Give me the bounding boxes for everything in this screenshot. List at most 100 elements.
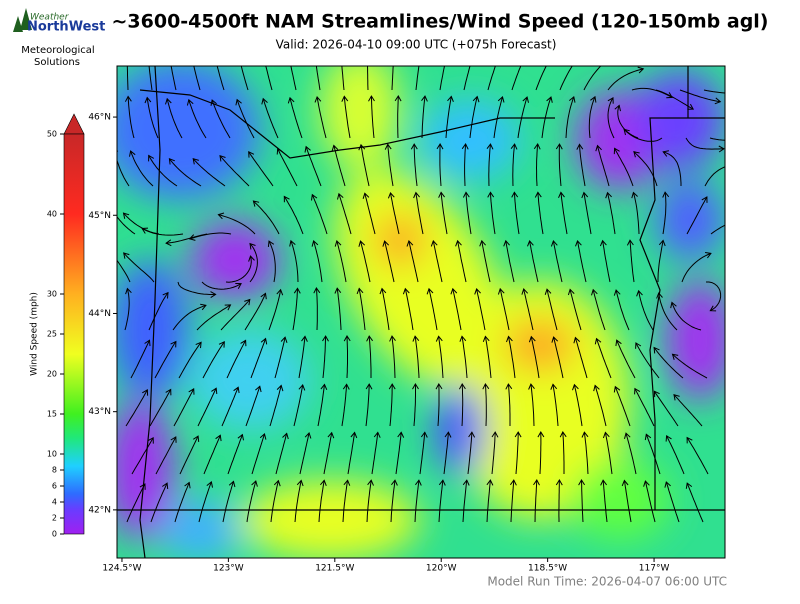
streamline: [253, 200, 280, 235]
streamline: [316, 96, 327, 139]
streamline: [546, 289, 558, 331]
streamline: [141, 228, 184, 236]
streamline: [529, 240, 539, 283]
streamline-arrow: [511, 191, 519, 198]
streamline-arrow: [406, 240, 414, 247]
streamline: [617, 105, 639, 139]
streamline-arrow: [228, 480, 236, 488]
streamline-arrow: [637, 66, 645, 74]
streamline-arrow: [144, 96, 152, 104]
streamline: [299, 432, 310, 475]
streamline-arrow: [701, 196, 708, 203]
streamline-arrow: [410, 143, 418, 150]
streamline: [290, 240, 299, 283]
streamline-arrow: [714, 97, 722, 105]
streamline-arrow: [559, 431, 567, 438]
streamline: [704, 166, 725, 187]
streamline-arrow: [636, 289, 643, 297]
streamline-arrow: [342, 383, 350, 390]
streamline-arrow: [415, 479, 422, 486]
streamline-arrow: [631, 191, 638, 199]
streamline-arrow: [240, 339, 247, 347]
streamline-arrow: [261, 97, 268, 105]
streamline: [322, 336, 327, 379]
streamline-arrow: [320, 479, 327, 486]
streamline-arrow: [215, 434, 222, 442]
streamline: [562, 431, 565, 474]
streamline-arrow: [626, 239, 634, 246]
streamline: [530, 336, 540, 379]
streamline-arrow: [125, 287, 132, 295]
streamline: [268, 289, 282, 331]
streamline-arrow: [599, 239, 607, 247]
streamline-arrow: [252, 200, 260, 207]
streamline: [686, 437, 709, 475]
streamline: [481, 240, 491, 283]
streamline: [515, 432, 519, 475]
streamline: [408, 240, 419, 283]
logo-caption: Solutions: [34, 57, 80, 68]
streamline: [632, 192, 640, 235]
streamline: [150, 482, 168, 523]
subtitle: Valid: 2026-04-10 09:00 UTC (+075h Forec…: [276, 38, 557, 52]
streamline: [461, 336, 468, 379]
streamline: [508, 336, 516, 379]
streamline-arrow: [343, 335, 351, 342]
streamline-arrow: [487, 191, 495, 198]
streamline: [216, 66, 225, 91]
streamline: [484, 336, 492, 379]
y-tick-label: 45°N: [88, 211, 111, 221]
streamline-arrow: [624, 432, 631, 440]
streamline-arrow: [394, 95, 402, 102]
streamline: [594, 385, 607, 427]
streamline: [366, 480, 372, 523]
streamline-arrow: [575, 54, 580, 60]
streamline: [222, 481, 234, 523]
streamline-arrow: [438, 479, 446, 486]
streamline-arrow: [595, 144, 602, 152]
streamline-arrow: [311, 193, 318, 201]
streamline: [390, 192, 400, 235]
streamline: [346, 335, 348, 379]
streamline-arrow: [192, 157, 199, 165]
colorbar: [63, 133, 85, 535]
streamline-arrow: [673, 393, 680, 401]
streamline: [573, 384, 583, 427]
streamline: [560, 192, 568, 235]
streamline: [488, 144, 491, 187]
map: [117, 54, 725, 558]
title: ~3600-4500ft NAM Streamlines/Wind Speed …: [112, 11, 769, 33]
streamline-arrow: [331, 144, 339, 152]
streamline-arrow: [122, 212, 130, 219]
streamline-arrow: [537, 431, 545, 438]
streamline-arrow: [148, 154, 155, 162]
streamline: [415, 192, 424, 235]
streamline: [244, 293, 266, 331]
streamline-arrow: [514, 431, 522, 438]
streamline-arrow: [576, 143, 584, 150]
streamline-arrow: [379, 287, 387, 295]
streamline: [565, 96, 575, 139]
streamline-arrow: [259, 432, 267, 440]
streamline: [465, 192, 472, 235]
streamline: [336, 240, 347, 283]
streamline-arrow: [233, 386, 240, 394]
streamline: [553, 336, 564, 379]
streamline: [265, 66, 273, 91]
streamline: [384, 240, 395, 283]
streamline-arrow: [358, 240, 366, 247]
streamline-arrow: [389, 335, 396, 342]
streamline-arrow: [686, 436, 693, 444]
streamline-arrow: [593, 384, 600, 392]
streamline: [428, 288, 438, 331]
streamline-arrow: [162, 291, 169, 299]
streamline: [149, 389, 172, 427]
streamline: [635, 342, 660, 379]
streamline-arrow: [293, 287, 301, 294]
streamline-arrow: [505, 383, 513, 390]
streamline-arrow: [455, 239, 462, 247]
streamline-arrow: [334, 240, 342, 247]
streamline-arrow: [521, 288, 529, 295]
streamline-arrow: [613, 289, 621, 296]
streamline-arrow: [144, 339, 151, 347]
